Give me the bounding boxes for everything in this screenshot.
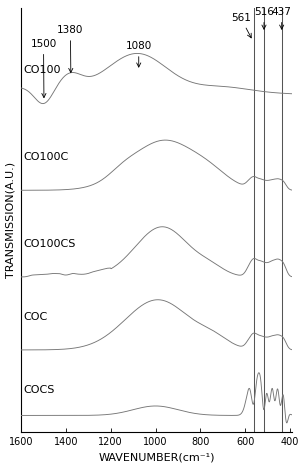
Text: 1500: 1500 <box>30 39 57 98</box>
Text: CO100: CO100 <box>23 66 61 75</box>
Text: 437: 437 <box>272 7 292 29</box>
Text: COCS: COCS <box>23 385 55 395</box>
Y-axis label: TRANSMISSION(A.U.): TRANSMISSION(A.U.) <box>5 162 16 278</box>
Text: CO100C: CO100C <box>23 152 69 162</box>
Text: 516: 516 <box>254 7 274 29</box>
X-axis label: WAVENUMBER(cm⁻¹): WAVENUMBER(cm⁻¹) <box>99 453 215 462</box>
Text: CO100CS: CO100CS <box>23 239 76 249</box>
Text: 561: 561 <box>231 13 251 38</box>
Text: 1380: 1380 <box>57 25 84 73</box>
Text: COC: COC <box>23 312 48 322</box>
Text: 1080: 1080 <box>126 41 152 67</box>
